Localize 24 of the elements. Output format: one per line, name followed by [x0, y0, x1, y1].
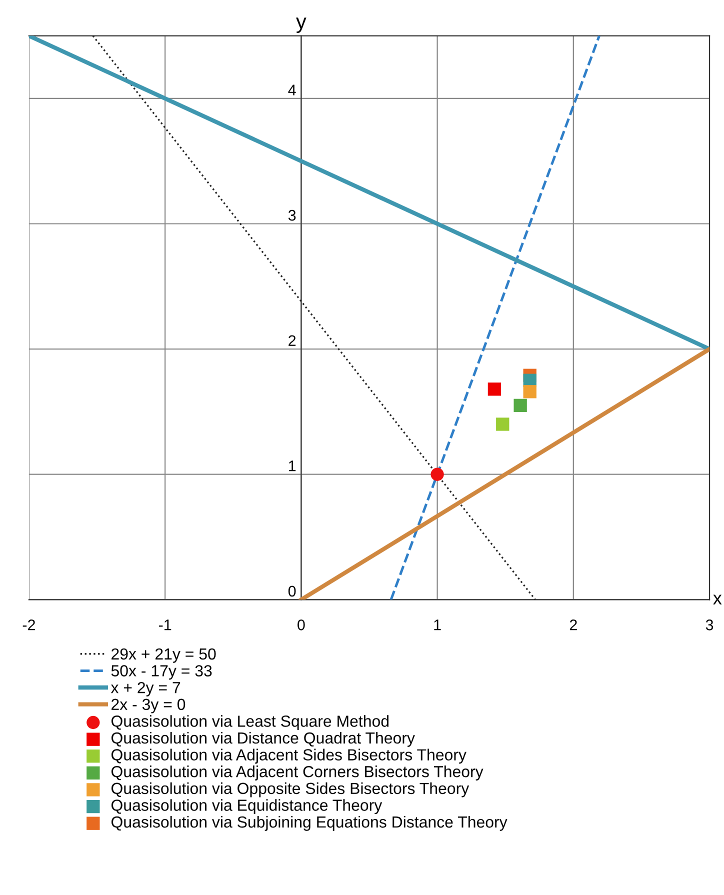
x-axis-title: x	[713, 594, 722, 604]
legend-label: Quasisolution via Opposite Sides Bisectors Theory	[111, 782, 470, 798]
legend-label: x + 2y = 7	[110, 682, 180, 696]
y-tick-label: 2	[288, 335, 296, 346]
legend-label: Quasisolution via Least Square Method	[111, 715, 388, 730]
legend-label: 29x + 21y = 50	[112, 648, 216, 663]
legend-label: Quasisolution via Equidistance Theory	[111, 799, 382, 814]
legend-label: Quasisolution via Distance Quadrat Theory	[111, 732, 415, 747]
y-tick-label: 4	[288, 84, 296, 96]
x-tick-label: -1	[158, 620, 172, 630]
y-tick-label: 3	[288, 210, 296, 221]
y-tick-label: 0	[288, 586, 296, 597]
y-tick-label: 1	[288, 460, 296, 472]
legend-label: 2x - 3y = 0	[112, 698, 186, 714]
x-tick-label: 2	[570, 620, 577, 630]
legend-label: 50x - 17y = 33	[111, 665, 212, 680]
legend-label: Quasisolution via Adjacent Sides Bisectors Theory	[111, 748, 466, 764]
x-tick-label: 3	[706, 620, 714, 630]
legend-label: Quasisolution via Adjacent Corners Bisectors Theory	[111, 766, 484, 780]
x-tick-label: 0	[298, 620, 305, 630]
x-tick-label: 1	[434, 620, 441, 630]
x-tick-label: -2	[22, 620, 35, 630]
legend-label: Quasisolution via Subjoining Equations Distance Theory	[111, 816, 508, 831]
y-axis-title: y	[296, 18, 306, 33]
